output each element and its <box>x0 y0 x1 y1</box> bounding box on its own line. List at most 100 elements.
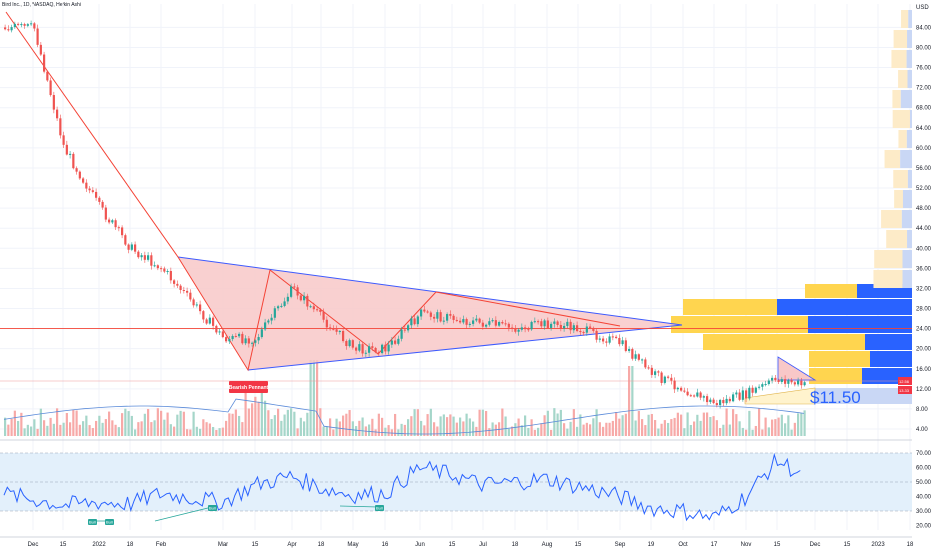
price-tick-label: 4.00 <box>916 427 928 433</box>
candle <box>221 331 224 338</box>
volume-bar <box>436 426 439 436</box>
candle <box>572 325 575 331</box>
candle <box>88 188 91 191</box>
price-tick-label: 20.00 <box>916 347 932 353</box>
candle <box>481 322 484 327</box>
small-pennant <box>777 356 817 381</box>
candle <box>72 153 75 169</box>
volume-bar <box>465 413 468 436</box>
volume-bar <box>189 429 192 436</box>
volume-bar <box>78 424 81 436</box>
volume-bar <box>30 426 33 436</box>
candle <box>420 309 423 317</box>
volume-bar <box>280 420 283 436</box>
volume-bar <box>254 396 257 436</box>
volume-bar <box>335 418 338 436</box>
candle <box>605 341 608 343</box>
candle <box>615 336 618 338</box>
candle <box>472 320 475 324</box>
time-tick-label: Apr <box>287 542 296 548</box>
volume-bar <box>481 409 484 436</box>
rsi-line <box>3 452 801 522</box>
volume-bar <box>215 429 218 436</box>
time-tick-label: Oct <box>678 542 688 548</box>
volume-bar <box>563 423 566 436</box>
candle <box>696 392 699 397</box>
candle <box>381 344 384 354</box>
candle <box>195 304 198 306</box>
candle <box>10 27 13 31</box>
candle <box>524 327 527 330</box>
volume-bar <box>234 409 237 436</box>
candle <box>26 24 29 26</box>
volume-bar <box>46 425 49 436</box>
price-tick-label: 72.00 <box>916 86 932 92</box>
volume-profile-bar <box>891 50 907 68</box>
candle <box>4 27 7 30</box>
candle <box>663 376 666 383</box>
time-tick-label: Dec <box>810 542 821 548</box>
volume-bar <box>104 419 107 436</box>
volume-bar <box>546 410 549 436</box>
candle <box>491 320 494 322</box>
candle <box>602 338 605 342</box>
volume-bar <box>530 419 533 436</box>
candle <box>254 340 257 343</box>
candle <box>725 398 728 404</box>
volume-bar <box>592 418 595 436</box>
time-tick-label: Feb <box>156 542 167 548</box>
volume-bar <box>13 410 16 436</box>
candle <box>660 372 663 383</box>
volume-profile-bar <box>881 210 902 228</box>
time-tick-label: 17 <box>711 542 718 548</box>
candle <box>650 367 653 375</box>
volume-bar <box>663 420 666 436</box>
volume-bar <box>686 412 689 436</box>
candle <box>299 295 302 301</box>
chart-title: Bird Inc., 1D, NASDAQ, Heikin Ashi <box>2 2 81 8</box>
candle <box>234 335 237 337</box>
volume-bar <box>218 428 221 436</box>
candle <box>494 320 497 326</box>
candle <box>397 338 400 344</box>
candle <box>514 328 517 332</box>
rsi-tick-label: 70.00 <box>916 451 932 457</box>
volume-profile-bar <box>808 316 912 333</box>
volume-profile-bar <box>900 90 912 108</box>
volume-bar <box>491 422 494 436</box>
volume-bar <box>267 410 270 436</box>
volume-bar <box>709 417 712 436</box>
volume-bar <box>452 416 455 436</box>
volume-bar <box>634 420 637 436</box>
volume-bar <box>719 428 722 436</box>
price-tick-label: 24.00 <box>916 327 932 333</box>
volume-bar <box>182 411 185 436</box>
time-tick-label: 15 <box>60 542 67 548</box>
candle <box>46 71 49 81</box>
candle <box>715 403 718 406</box>
volume-bar <box>221 427 224 436</box>
volume-bar <box>485 410 488 436</box>
volume-bar <box>303 421 306 436</box>
candle <box>553 321 556 324</box>
volume-bar <box>403 424 406 436</box>
axis-unit: USD <box>916 5 929 11</box>
pennant-upper-line <box>177 256 683 326</box>
volume-bar <box>273 415 276 436</box>
candle <box>462 319 465 323</box>
volume-bar <box>286 409 289 436</box>
candle <box>442 320 445 322</box>
volume-bar <box>738 421 741 436</box>
candle <box>693 395 696 397</box>
candle <box>546 320 549 328</box>
candle <box>654 371 657 375</box>
volume-bar <box>121 413 124 436</box>
time-tick-label: Sep <box>615 542 626 548</box>
candle <box>98 197 101 202</box>
time-tick-label: Aug <box>542 542 553 548</box>
candle <box>611 336 614 338</box>
candle <box>394 340 397 344</box>
pattern-label-text: Bearish Pennant <box>229 385 269 391</box>
volume-bar <box>312 360 315 436</box>
